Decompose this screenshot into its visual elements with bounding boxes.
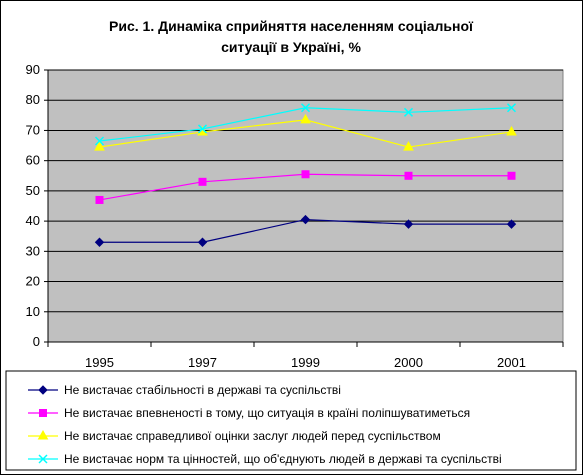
legend-box [5,370,577,471]
legend-entry-4: Не вистачає норм та цінностей, що об'єдн… [64,452,502,466]
legend-entry-2: Не вистачає впевненості в тому, що ситуа… [64,406,470,420]
marker-stroke [403,107,414,117]
legend-marker [38,385,48,395]
data-point-s1 [506,219,517,229]
data-point-s2 [198,177,207,186]
chart-title-line-2: ситуації в Україні, % [221,39,361,55]
marker-stroke [506,103,517,113]
legend-marker [39,409,47,417]
y-tick-label: 10 [26,304,40,319]
x-tick-label: 2000 [394,355,423,370]
legend-marker [37,429,49,440]
legend-marker [38,454,48,464]
data-point-s2 [507,171,516,180]
marker-stroke [94,136,105,146]
y-tick-label: 0 [33,334,40,349]
y-tick-label: 90 [26,62,40,77]
y-tick-label: 40 [26,213,40,228]
marker-stroke [38,454,48,464]
chart-title-line-1: Рис. 1. Динаміка сприйняття населенням с… [109,18,474,34]
data-point-s3 [300,113,311,124]
data-point-s4 [403,107,414,117]
y-tick-label: 80 [26,92,40,107]
y-tick-label: 30 [26,243,40,258]
data-point-s2 [95,195,104,204]
data-point-s1 [403,219,414,229]
marker-stroke [300,103,311,113]
data-point-s4 [300,103,311,113]
legend-entry-3: Не вистачає справедливої оцінки заслуг л… [64,429,441,443]
data-point-s1 [197,237,208,247]
data-point-s3 [506,125,517,136]
data-point-s3 [94,141,105,151]
data-point-s4 [197,124,208,134]
plot-area [47,69,564,343]
y-tick-label: 20 [26,274,40,289]
y-tick-label: 70 [26,122,40,137]
data-point-s2 [301,170,310,179]
x-tick-label: 1999 [291,355,320,370]
y-tick-label: 50 [26,183,40,198]
data-point-s3 [403,141,414,151]
x-tick-label: 1995 [85,355,114,370]
y-tick-label: 60 [26,153,40,168]
data-point-s4 [94,136,105,146]
data-point-s4 [506,103,517,113]
data-point-s1 [300,214,311,225]
data-point-s1 [94,237,105,247]
marker-stroke [197,124,208,134]
data-point-s2 [404,171,413,180]
x-tick-label: 1997 [188,355,217,370]
legend-entry-1: Не вистачає стабільності в державі та су… [64,383,341,397]
x-tick-label: 2001 [497,355,526,370]
